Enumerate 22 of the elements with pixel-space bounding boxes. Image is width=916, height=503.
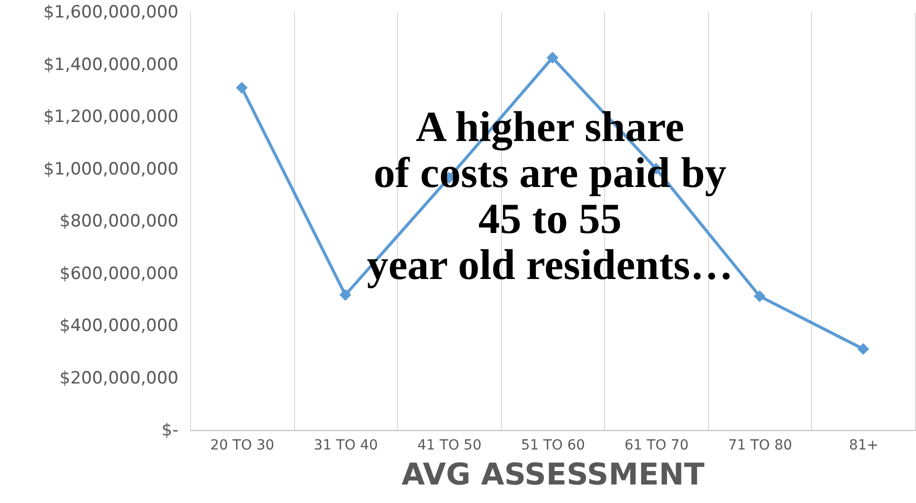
x-tick-label: 51 TO 60 [520, 438, 586, 454]
x-tick-label: 41 TO 50 [417, 438, 482, 454]
y-tick-label: $- [162, 420, 178, 440]
point [236, 82, 248, 94]
point [754, 290, 766, 302]
x-axis-title: AVG ASSESSMENT [402, 458, 705, 492]
y-tick-label: $1,400,000,000 [43, 54, 178, 75]
y-tick-label: $800,000,000 [60, 212, 178, 232]
point [339, 289, 352, 301]
x-tick-label: 81+ [848, 438, 878, 454]
x-tick-label: 61 TO 70 [624, 438, 689, 454]
point [546, 52, 558, 64]
y-tick-label: $400,000,000 [60, 316, 178, 336]
x-tick-label: 71 TO 80 [728, 438, 792, 454]
x-tick-label: 31 TO 40 [314, 438, 378, 454]
y-tick-label: $1,000,000,000 [43, 159, 178, 180]
y-tick-label: $200,000,000 [60, 368, 178, 388]
point [857, 343, 870, 355]
x-tick-label: 20 TO 30 [210, 438, 274, 454]
y-tick-label: $1,200,000,000 [43, 107, 178, 127]
y-tick-label: $600,000,000 [60, 264, 178, 284]
y-tick-label: $1,600,000,000 [43, 2, 178, 22]
